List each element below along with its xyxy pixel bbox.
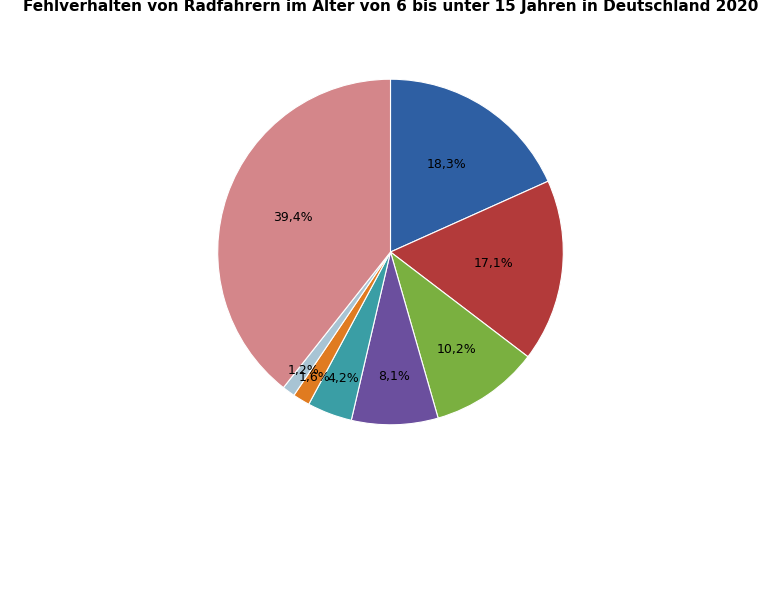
Text: 10,2%: 10,2% xyxy=(437,343,476,356)
Text: 17,1%: 17,1% xyxy=(473,257,513,271)
Wedge shape xyxy=(218,79,390,388)
Wedge shape xyxy=(390,79,548,252)
Text: 1,6%: 1,6% xyxy=(299,371,330,384)
Wedge shape xyxy=(294,252,390,404)
Text: 1,2%: 1,2% xyxy=(288,364,319,377)
Wedge shape xyxy=(390,252,528,418)
Wedge shape xyxy=(308,252,390,420)
Text: 4,2%: 4,2% xyxy=(327,371,358,385)
Text: 8,1%: 8,1% xyxy=(378,370,409,383)
Text: 39,4%: 39,4% xyxy=(273,211,312,224)
Wedge shape xyxy=(284,252,390,395)
Wedge shape xyxy=(390,181,563,357)
Title: Fehlverhalten von Radfahrern im Alter von 6 bis unter 15 Jahren in Deutschland 2: Fehlverhalten von Radfahrern im Alter vo… xyxy=(23,0,758,14)
Wedge shape xyxy=(351,252,438,425)
Text: 18,3%: 18,3% xyxy=(427,158,467,172)
